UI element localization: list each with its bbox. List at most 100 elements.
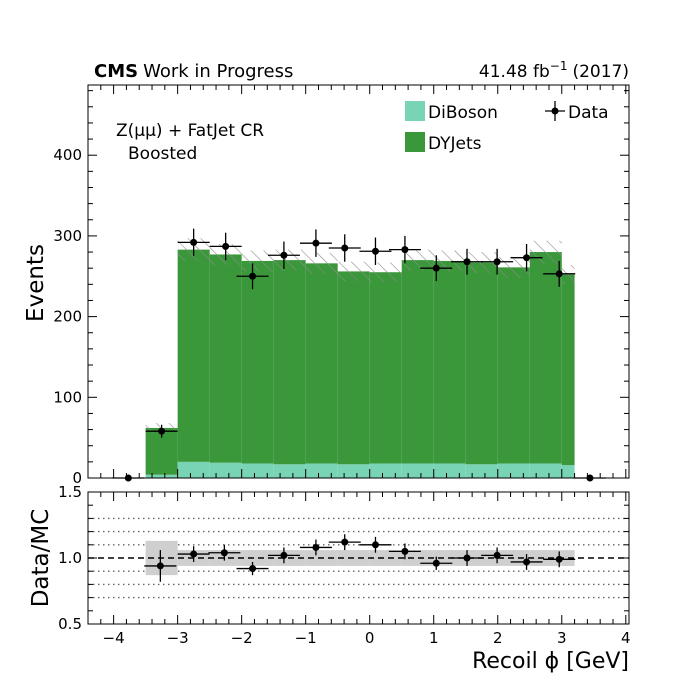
data-point (432, 264, 440, 272)
y-tick-label-main: 300 (53, 227, 82, 245)
ratio-point (156, 562, 164, 570)
axes: −4 −3 −2 −1 0 1 2 3 4 0 100 200 300 400 0.5 1.0 1.5 (53, 84, 631, 647)
ratio-point (190, 550, 198, 558)
region-label-line1: Z(μμ) + FatJet CR (116, 121, 264, 141)
x-tick-label: 1 (429, 629, 439, 647)
data-point (401, 246, 409, 254)
data-point (190, 238, 198, 246)
ratio-point (493, 551, 501, 559)
data-point (222, 242, 230, 250)
mc-uncertainty-hatch (273, 249, 306, 271)
bar-diboson (433, 463, 466, 478)
bar-dyjets (465, 262, 498, 465)
legend-label-data: Data (568, 103, 609, 123)
bar-dyjets (273, 260, 306, 465)
bar-dyjets (433, 260, 466, 464)
bar-diboson (209, 462, 242, 478)
legend-swatch-diboson (405, 101, 425, 121)
data-point (280, 251, 288, 259)
bar-dyjets (209, 254, 242, 463)
y-tick-label-ratio: 1.0 (58, 549, 82, 567)
ratio-points (144, 534, 576, 582)
ratio-point (555, 555, 563, 563)
bar-diboson (529, 463, 562, 478)
y-tick-label-main: 0 (72, 469, 82, 487)
x-tick-label: 0 (365, 629, 375, 647)
region-label-line2: Boosted (128, 144, 197, 164)
bar-diboson (497, 463, 530, 478)
legend-swatch-dyjets (405, 132, 425, 152)
y-tick-label-main: 200 (53, 308, 82, 326)
experiment-label: CMS Work in Progress (94, 61, 293, 82)
bar-dyjets (305, 263, 338, 464)
bar-diboson (241, 463, 274, 478)
ratio-gridlines (88, 517, 629, 599)
ratio-point (371, 541, 379, 549)
x-tick-label: 3 (557, 629, 567, 647)
ratio-band-bin (209, 550, 242, 566)
y-tick-label-ratio: 0.5 (58, 615, 82, 633)
bar-diboson (465, 464, 498, 478)
mc-uncertainty-hatch (337, 261, 370, 282)
y-axis-title-ratio: Data/MC (28, 509, 54, 608)
data-points (112, 228, 606, 482)
data-point (312, 239, 320, 247)
bar-diboson (401, 463, 434, 478)
bar-diboson (337, 464, 370, 478)
data-point (555, 270, 563, 278)
data-point (341, 244, 349, 252)
bar-dyjets (337, 271, 370, 465)
bar-dyjets (561, 274, 575, 466)
bar-diboson (561, 465, 575, 478)
x-axis-title: Recoil ϕ [GeV] (472, 649, 629, 674)
mc-uncertainty-hatch (369, 262, 402, 282)
bar-diboson (369, 463, 402, 478)
x-tick-label: 2 (493, 629, 503, 647)
mc-uncertainty-hatch (401, 249, 434, 271)
data-point (493, 258, 501, 266)
x-tick-label: −4 (103, 629, 125, 647)
bar-dyjets (497, 267, 530, 464)
lumi-value: 41.48 fb (479, 62, 550, 82)
y-tick-label-ratio: 1.5 (58, 483, 82, 501)
data-point (523, 254, 531, 262)
mc-uncertainty-hatch (241, 250, 274, 272)
mc-uncertainty-hatch (305, 252, 338, 274)
lumi-exponent: −1 (550, 59, 568, 73)
data-point (371, 247, 379, 255)
legend: DiBoson DYJets Data (405, 101, 609, 154)
legend-label-dyjets: DYJets (428, 134, 482, 154)
bar-dyjets (529, 252, 562, 464)
mc-uncertainty-hatch (529, 240, 562, 264)
lumi-year: (2017) (572, 62, 629, 82)
bar-diboson (273, 464, 306, 478)
bar-diboson (177, 461, 210, 478)
mc-uncertainty-hatch (561, 264, 575, 285)
legend-data-marker (551, 107, 559, 115)
x-tick-label: 4 (621, 629, 631, 647)
ratio-band-bin (241, 550, 274, 566)
ratio-band-bin (401, 550, 434, 566)
data-point (463, 258, 471, 266)
data-point (249, 272, 257, 280)
bar-dyjets (369, 272, 402, 464)
stacked-bars (145, 249, 575, 478)
x-tick-label: −2 (231, 629, 253, 647)
bar-dyjets (241, 260, 274, 464)
cms-label: CMS (94, 61, 138, 82)
bar-dyjets (401, 260, 434, 464)
ratio-point (432, 559, 440, 567)
work-in-progress-label: Work in Progress (143, 61, 293, 82)
main-panel-frame (87, 84, 630, 479)
y-tick-label-main: 400 (53, 146, 82, 164)
x-tick-label: −3 (167, 629, 189, 647)
luminosity-label: 41.48 fb−1 (2017) (479, 59, 629, 82)
ratio-point (341, 538, 349, 546)
y-axis-title-main: Events (23, 244, 49, 322)
x-tick-label: −1 (295, 629, 317, 647)
ratio-point (280, 551, 288, 559)
mc-uncertainty-hatch (433, 250, 466, 272)
ratio-band-bin (369, 550, 402, 566)
y-tick-label-main: 100 (53, 388, 82, 406)
